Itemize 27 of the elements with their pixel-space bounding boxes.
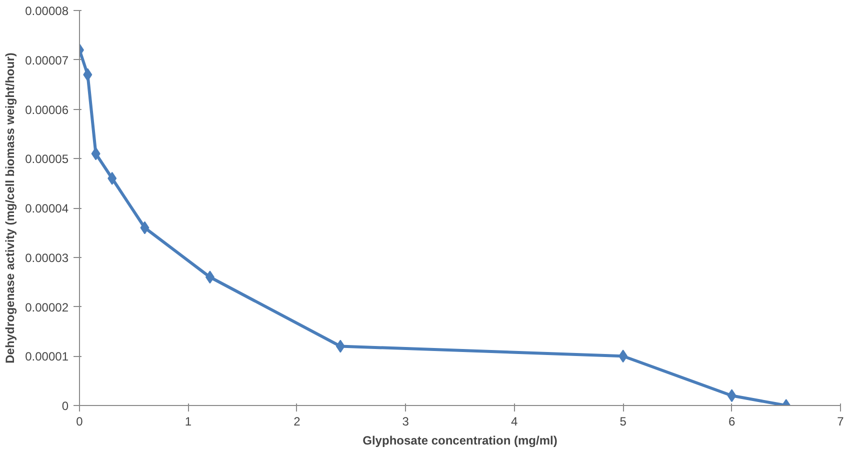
x-tick-label: 4 bbox=[511, 414, 518, 428]
y-tick-label: 0.00005 bbox=[25, 152, 69, 166]
x-tick-label: 2 bbox=[294, 414, 301, 428]
y-tick-label: 0.00003 bbox=[25, 250, 69, 265]
y-tick-label: 0.00002 bbox=[25, 300, 69, 314]
y-tick-label: 0.00004 bbox=[25, 202, 69, 216]
point bbox=[727, 389, 736, 402]
point bbox=[140, 221, 150, 234]
x-tick-label: 6 bbox=[728, 414, 736, 428]
point bbox=[83, 68, 92, 82]
y-tick-label: 0.00001 bbox=[25, 350, 69, 364]
y-tick-label: 0.00007 bbox=[25, 53, 69, 68]
y-axis-title: Dehydrogenase activity (mg/cell biomass weight/hour) bbox=[3, 52, 18, 364]
point bbox=[205, 270, 214, 284]
x-tick-label: 0 bbox=[76, 414, 84, 428]
x-tick-label: 7 bbox=[837, 414, 844, 428]
point bbox=[108, 172, 117, 185]
x-tick-label: 5 bbox=[620, 414, 627, 428]
y-tick-label: 0 bbox=[62, 399, 69, 413]
x-axis-title: Glyphosate concentration (mg/ml) bbox=[362, 434, 558, 448]
point bbox=[91, 147, 100, 160]
x-tick-label: 3 bbox=[402, 414, 410, 428]
x-tick-label: 1 bbox=[184, 414, 192, 428]
y-tick-label: 0.00008 bbox=[25, 4, 69, 18]
point bbox=[336, 340, 345, 353]
point bbox=[618, 350, 628, 363]
y-tick-label: 0.00006 bbox=[25, 102, 69, 117]
